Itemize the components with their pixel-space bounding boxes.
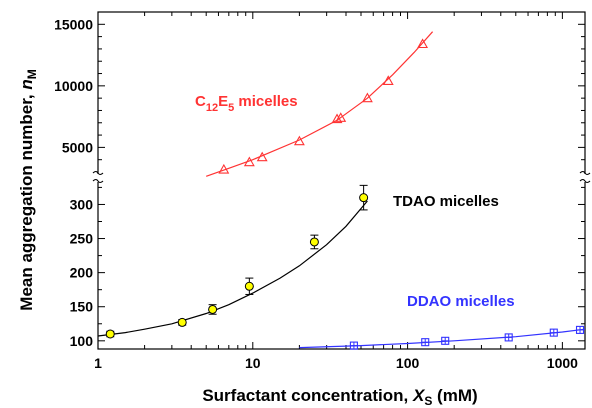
data-point-c12e5 [382,75,394,85]
data-point-tdao [208,304,218,314]
data-point-tdao [244,281,254,291]
series-label-tdao: TDAO micelles [393,193,499,210]
data-point-c12e5 [417,38,429,49]
fit-curve-series-1 [97,200,368,337]
data-point-tdao [359,193,369,203]
x-axis-title: Surfactant concentration, XS (mM) [202,386,477,408]
y-tick-label-upper: 10000 [54,78,93,94]
y-tick-label-lower: 200 [70,265,94,281]
x-tick-label: 1000 [547,355,578,371]
y-break-mark-left-top [92,170,104,176]
data-point-c12e5 [335,112,347,122]
x-tick-label: 10 [245,355,261,371]
series-label-ddao: DDAO micelles [407,293,515,310]
data-point-c12e5 [218,163,230,174]
data-point-c12e5 [293,135,305,146]
data-point-c12e5 [256,151,268,162]
data-point-tdao [309,237,319,247]
y-tick-label-lower: 300 [70,196,94,212]
data-point-c12e5 [361,92,373,103]
y-break-mark-left-bottom [92,178,104,184]
series-label-c12e5: C12E5 micelles [195,93,298,114]
plot-layer [97,31,586,350]
y-tick-label-lower: 100 [70,333,94,349]
data-point-tdao [177,317,187,327]
x-tick-label: 100 [396,355,420,371]
fit-curve-series-2 [299,328,586,349]
y-break-mark-right-bottom [579,178,591,184]
y-break-gap-right [581,174,592,182]
data-point-tdao [105,329,115,339]
y-tick-label-lower: 250 [70,231,94,247]
y-tick-label-upper: 15000 [54,16,93,32]
data-point-c12e5 [243,156,255,167]
y-break-gap-left [90,174,102,182]
y-axis-title: Mean aggregation number, nM [17,69,39,310]
x-tick-label: 1 [94,355,102,371]
y-tick-label-lower: 150 [70,299,94,315]
data-point-c12e5 [331,113,343,124]
axes-layer: 1 10 100 1000 5000 10000 15000 100 150 200 250 300 [54,11,592,371]
y-break-mark-right-top [579,170,591,176]
y-tick-label-upper: 5000 [62,139,93,155]
